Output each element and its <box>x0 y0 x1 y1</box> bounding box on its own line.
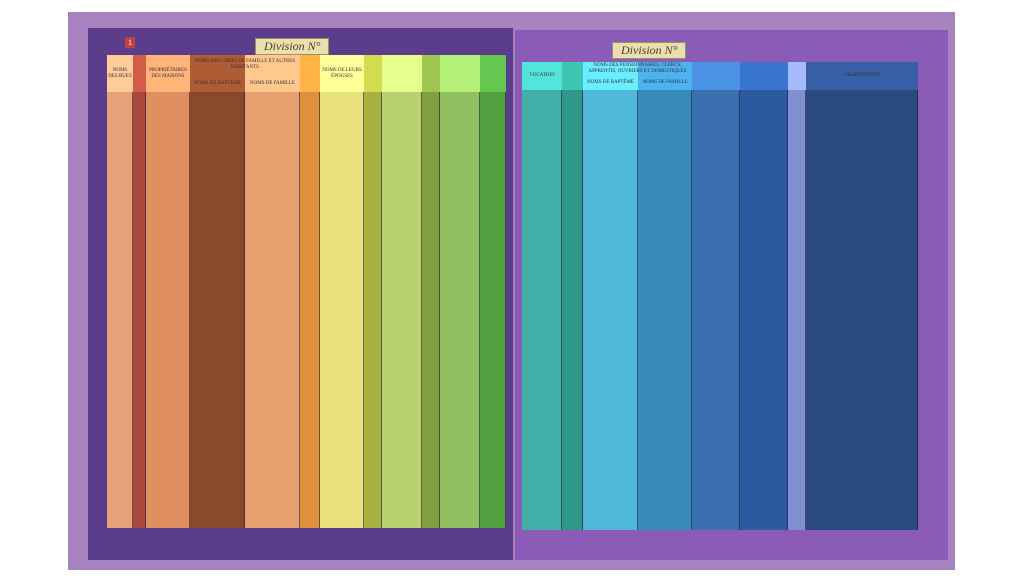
column-header: PROPRIÉTAIRES DES MAISONS <box>149 67 187 79</box>
column-header: NOMS DE BAPTÊME <box>587 80 634 85</box>
column-header: NOMS DE FAMILLE <box>250 80 295 86</box>
column <box>522 90 562 530</box>
column-header-cell <box>692 62 740 90</box>
column <box>440 92 480 528</box>
right-title: Division N° <box>612 42 687 59</box>
column-header-cell <box>382 55 422 92</box>
column-header: NOMS DES RUES <box>108 67 132 79</box>
column-header-cell <box>300 55 320 92</box>
column <box>422 92 440 528</box>
column-header: VOCATION <box>529 73 555 78</box>
column-header-cell <box>480 55 506 92</box>
column <box>583 90 638 530</box>
column <box>382 92 422 528</box>
column-header-cell <box>740 62 788 90</box>
column <box>146 92 190 528</box>
column-header-cell <box>638 62 692 90</box>
column-header: NOMS DE BAPTÊME <box>194 80 241 86</box>
column-header-cell <box>133 55 146 92</box>
column-header-cell <box>107 55 133 92</box>
column <box>190 92 245 528</box>
column <box>480 92 506 528</box>
column-header: NOMS DES CHEFS DE FAMILLE ET AUTRES HABI… <box>194 59 296 70</box>
column-header: NOMS DE FAMILLE <box>642 80 688 85</box>
column-header-cell <box>562 62 583 90</box>
column-header-cell <box>806 62 918 90</box>
column-header-cell <box>440 55 480 92</box>
column-header-cell <box>146 55 190 92</box>
column <box>692 90 740 530</box>
column <box>245 92 300 528</box>
column <box>740 90 788 530</box>
column-header-cell <box>320 55 364 92</box>
column-header: NOMS DE LEURS ÉPOUSES <box>322 67 362 79</box>
column-header-cell <box>788 62 806 90</box>
column <box>788 90 806 530</box>
column-header-cell <box>245 55 300 92</box>
column <box>562 90 583 530</box>
column <box>133 92 146 528</box>
page-number: 1 <box>125 37 135 48</box>
column <box>806 90 918 530</box>
column-header-cell <box>522 62 562 90</box>
column-header: OBSERVATIONS <box>843 73 881 78</box>
column <box>107 92 133 528</box>
column <box>364 92 382 528</box>
column-header: NOMS DES PENSIONNAIRES, CLERCS, APPRENTI… <box>588 63 687 74</box>
column-header-cell <box>422 55 440 92</box>
column <box>638 90 692 530</box>
column <box>300 92 320 528</box>
column-header-cell <box>583 62 638 90</box>
column-header-cell <box>364 55 382 92</box>
left-title: Division N° <box>255 38 330 55</box>
column <box>320 92 364 528</box>
column-header-cell <box>190 55 245 92</box>
